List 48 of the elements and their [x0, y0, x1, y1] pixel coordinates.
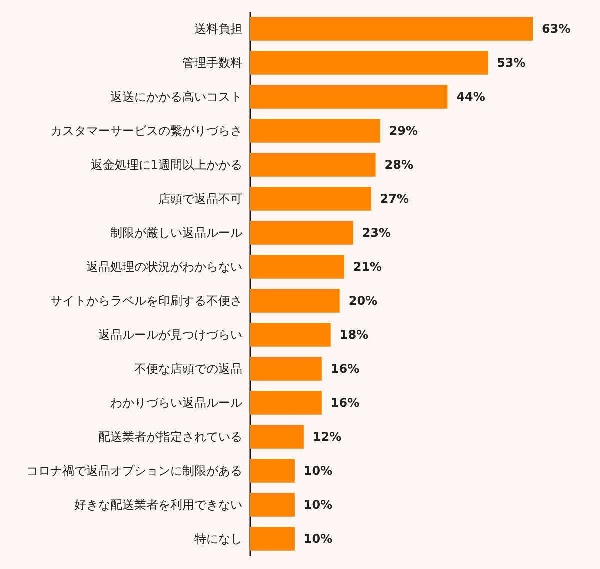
data-label: 44%	[456, 90, 486, 104]
y-tick-label: 返品ルールが見つけづらい	[98, 328, 242, 342]
y-tick-label: 返品処理の状況がわからない	[86, 260, 242, 274]
data-label: 18%	[340, 328, 369, 342]
bar	[250, 391, 322, 415]
y-tick-label: 制限が厳しい返品ルール	[110, 226, 242, 240]
bar	[250, 357, 322, 381]
bar	[250, 221, 354, 245]
data-label: 23%	[362, 226, 392, 240]
bar	[250, 255, 344, 279]
y-tick-label: 送料負担	[194, 22, 242, 36]
bar	[250, 119, 380, 143]
data-label: 10%	[304, 498, 333, 512]
data-label: 63%	[542, 22, 571, 36]
data-label: 12%	[312, 430, 342, 444]
data-label: 21%	[353, 260, 382, 274]
data-label: 53%	[497, 56, 526, 70]
data-label: 28%	[384, 158, 414, 172]
y-tick-label: 管理手数料	[182, 56, 242, 70]
y-tick-label: 配送業者が指定されている	[98, 430, 242, 444]
data-label: 16%	[330, 362, 360, 376]
data-label: 29%	[389, 124, 418, 138]
y-tick-label: 返金処理に1週間以上かかる	[90, 158, 242, 172]
data-label: 10%	[304, 532, 333, 546]
data-label: 16%	[330, 396, 360, 410]
y-tick-label: 店頭で返品不可	[158, 192, 242, 206]
data-label: 10%	[304, 464, 333, 478]
y-tick-label: サイトからラベルを印刷する不便さ	[50, 294, 242, 308]
bar	[250, 17, 533, 41]
bar	[250, 527, 295, 551]
y-tick-label: 不便な店頭での返品	[134, 362, 242, 376]
bar	[250, 323, 331, 347]
bar	[250, 493, 295, 517]
bar	[250, 459, 295, 483]
data-label: 20%	[348, 294, 378, 308]
y-tick-label: わかりづらい返品ルール	[110, 396, 242, 410]
data-label: 27%	[380, 192, 410, 206]
bar	[250, 153, 376, 177]
bar	[250, 289, 340, 313]
bar	[250, 51, 488, 75]
y-tick-label: コロナ禍で返品オプションに制限がある	[26, 464, 242, 478]
y-tick-label: 返送にかかる高いコスト	[110, 90, 242, 104]
y-tick-label: 好きな配送業者を利用できない	[74, 498, 242, 512]
y-tick-label: 特になし	[194, 532, 242, 546]
bar	[250, 425, 304, 449]
y-tick-label: カスタマーサービスの繋がりづらさ	[50, 124, 242, 138]
bar	[250, 85, 448, 109]
bar	[250, 187, 372, 211]
